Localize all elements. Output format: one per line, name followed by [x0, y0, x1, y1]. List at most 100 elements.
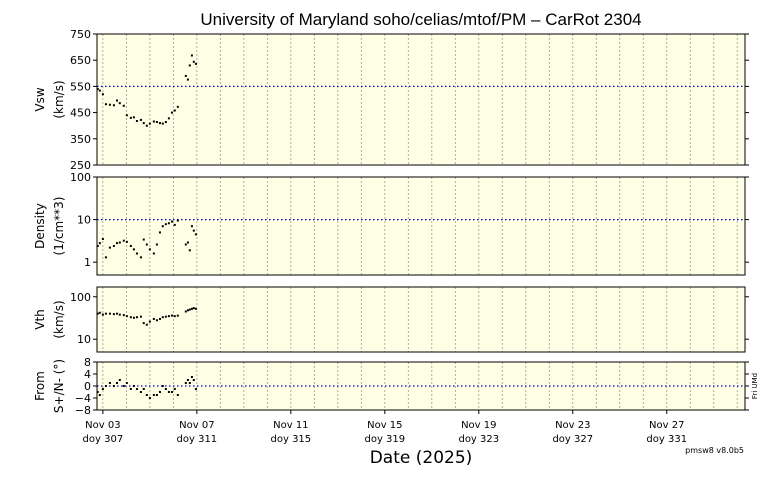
- data-point: [164, 121, 167, 124]
- data-point: [194, 388, 197, 390]
- data-point: [176, 105, 179, 108]
- data-point: [98, 311, 101, 314]
- data-point: [188, 249, 191, 252]
- y-tick-label: 250: [70, 159, 91, 172]
- data-point: [118, 379, 121, 381]
- data-point: [112, 244, 115, 247]
- data-point: [125, 382, 128, 384]
- data-point: [173, 315, 176, 318]
- data-point: [170, 314, 173, 317]
- y-tick-label: 8: [84, 356, 91, 369]
- data-point: [148, 397, 151, 399]
- data-point: [98, 242, 101, 245]
- x-tick-doy: doy 311: [177, 434, 218, 445]
- y-axis-label-line: From: [33, 371, 47, 401]
- data-point: [125, 114, 128, 117]
- data-point: [176, 314, 179, 317]
- x-tick-label: Nov 19: [461, 420, 496, 431]
- data-point: [145, 243, 148, 246]
- y-axis-label: Density (1/cm**3): [33, 197, 66, 256]
- data-point: [148, 320, 151, 323]
- data-point: [155, 243, 158, 246]
- data-point: [104, 385, 107, 387]
- data-point: [125, 315, 128, 318]
- y-tick-label: −4: [75, 392, 91, 405]
- data-point: [101, 93, 104, 96]
- data-point: [96, 391, 99, 393]
- data-point: [194, 62, 197, 65]
- plot-frame: [96, 286, 746, 353]
- data-point: [186, 241, 189, 244]
- data-point: [188, 308, 191, 311]
- y-tick-label: 350: [70, 133, 91, 146]
- x-tick-doy: doy 307: [83, 434, 124, 445]
- data-point: [108, 103, 111, 106]
- y-tick-label: 100: [70, 171, 91, 184]
- data-point: [152, 120, 155, 123]
- data-point: [145, 323, 148, 326]
- data-point: [104, 312, 107, 315]
- data-point: [190, 54, 193, 57]
- data-point: [96, 244, 99, 247]
- data-point: [145, 394, 148, 396]
- data-point: [104, 256, 107, 259]
- y-tick-label: 650: [70, 54, 91, 67]
- plot-area: [97, 177, 745, 275]
- data-point: [192, 60, 195, 63]
- data-point: [164, 388, 167, 390]
- data-point: [184, 382, 187, 384]
- data-point: [142, 322, 145, 325]
- data-point: [161, 316, 164, 319]
- y-tick-label: 100: [70, 291, 91, 304]
- data-point: [192, 307, 195, 310]
- y-tick-label: 0: [84, 380, 91, 393]
- x-tick-doy: doy 319: [364, 434, 405, 445]
- data-point: [142, 238, 145, 241]
- side-note: Fri UMd: [751, 373, 759, 399]
- data-point: [186, 379, 189, 381]
- data-point: [112, 104, 115, 107]
- data-point: [129, 244, 132, 247]
- data-point: [190, 376, 193, 378]
- data-point: [135, 316, 138, 319]
- data-point: [161, 122, 164, 125]
- y-axis-label-line: Vsw: [33, 87, 47, 111]
- data-point: [184, 243, 187, 246]
- data-point: [101, 388, 104, 390]
- x-tick-label: Nov 07: [179, 420, 214, 431]
- data-point: [96, 88, 99, 91]
- data-point: [135, 388, 138, 390]
- data-point: [155, 121, 158, 124]
- data-point: [155, 394, 158, 396]
- data-point: [98, 89, 101, 92]
- y-tick-label: 4: [84, 368, 91, 381]
- x-tick-doy: doy 327: [552, 434, 593, 445]
- data-point: [152, 252, 155, 255]
- x-tick-doy: doy 331: [646, 434, 687, 445]
- data-point: [132, 248, 135, 251]
- y-axis-label: Vth (km/s): [33, 300, 66, 338]
- x-tick-label: Nov 27: [649, 420, 684, 431]
- data-point: [108, 382, 111, 384]
- data-point: [173, 223, 176, 226]
- plot-frame: [96, 33, 746, 166]
- data-point: [108, 312, 111, 315]
- data-point: [170, 391, 173, 393]
- data-point: [192, 379, 195, 381]
- data-point: [148, 122, 151, 125]
- data-point: [173, 109, 176, 112]
- x-tick-doy: doy 323: [458, 434, 499, 445]
- data-point: [139, 256, 142, 259]
- data-point: [135, 252, 138, 255]
- data-point: [152, 317, 155, 320]
- data-point: [158, 317, 161, 320]
- plot-area: [97, 34, 745, 165]
- data-point: [190, 225, 193, 228]
- data-point: [132, 385, 135, 387]
- data-point: [139, 315, 142, 318]
- data-point: [101, 313, 104, 316]
- chart-title: University of Maryland soho/celias/mtof/…: [200, 10, 641, 29]
- data-point: [158, 122, 161, 125]
- y-axis-label-line: S+/N- (°): [52, 359, 66, 413]
- y-axis-label: Vsw (km/s): [33, 80, 66, 118]
